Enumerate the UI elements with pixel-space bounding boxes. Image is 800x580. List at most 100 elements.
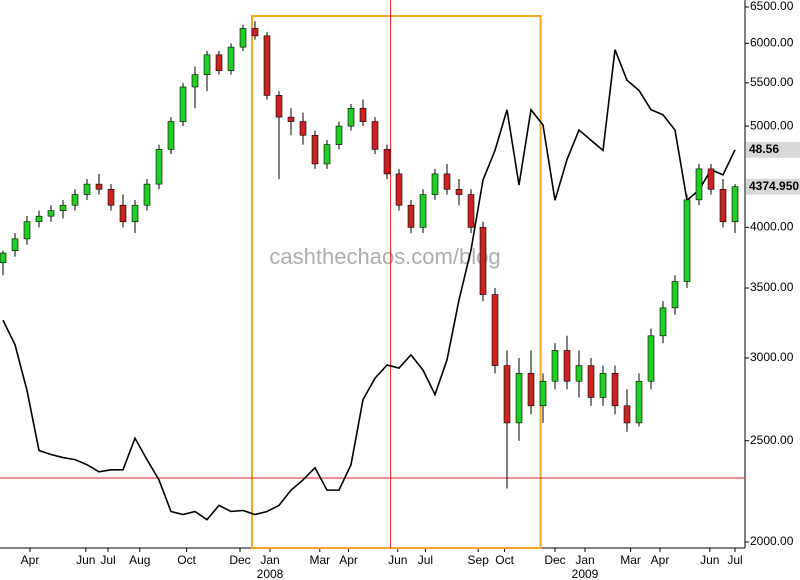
highlight-box [251,15,542,549]
candle-body [731,186,739,223]
candle-body [539,380,547,407]
candle-body [683,199,691,282]
y-tick-label: 5500.00 [750,75,794,89]
x-tick-label: Aug [129,553,150,567]
last-value-label: 4374.950 [749,179,799,193]
candle-body [11,238,19,251]
x-tick-label: Jan [260,553,279,567]
candle-body [491,294,499,366]
year-label: 2008 [257,567,284,580]
candle-body [707,168,715,190]
y-tick-label: 5000.00 [750,118,794,132]
candle-body [647,335,655,382]
y-tick-label: 2000.00 [750,534,794,548]
candle-body [515,373,523,424]
candle-body [407,204,415,228]
year-label: 2009 [572,567,599,580]
candle-body [383,149,391,175]
candle-body [167,121,175,150]
candle-body [419,194,427,228]
candle-body [299,121,307,136]
x-tick-label: Jan [575,553,594,567]
candle-body [215,54,223,71]
candle-body [131,204,139,223]
candle-body [503,365,511,424]
candle-body [359,107,367,122]
x-tick-label: Mar [309,553,330,567]
y-tick-label: 4000.00 [750,220,794,234]
candle-body [155,149,163,185]
candle-body [623,405,631,424]
candle-body [35,215,43,223]
candle-body [275,95,283,118]
candle-body [287,116,295,122]
candle-body [95,183,103,190]
candle-body [59,204,67,211]
candle-body [659,307,667,337]
x-tick-label: Jun [388,553,407,567]
candle-body [635,380,643,424]
candle-body [455,189,463,195]
candle-body [47,210,55,217]
x-tick-label: Apr [651,553,670,567]
candle-body [71,194,79,206]
candle-body [575,365,583,382]
x-tick-label: Jun [700,553,719,567]
y-tick-label: 2500.00 [750,433,794,447]
x-tick-label: Jul [418,553,433,567]
candle-body [107,189,115,206]
candle-body [479,227,487,295]
x-tick-label: Dec [229,553,250,567]
x-tick-label: Oct [495,553,514,567]
candle-body [323,144,331,165]
y-tick-label: 6000.00 [750,36,794,50]
candle-body [467,194,475,228]
candle-body [0,252,7,264]
candle-body [251,28,259,37]
y-tick-label: 3000.00 [750,350,794,364]
candle-body [671,281,679,309]
candle-body [587,365,595,398]
candle-body [431,173,439,195]
last-value-box [746,178,800,195]
candle-body [191,74,199,88]
x-tick-label: Apr [339,553,358,567]
candle-body [239,28,247,48]
overlay-line [2,49,736,521]
x-tick-label: Jun [76,553,95,567]
x-tick-label: Apr [21,553,40,567]
candle-body [347,107,355,127]
candle-body [311,134,319,165]
candle-body [335,125,343,145]
y-tick-label: 3500.00 [750,280,794,294]
x-tick-label: Jul [727,553,742,567]
candle-body [443,173,451,190]
x-tick-label: Jul [100,553,115,567]
candle-body [119,204,127,223]
candle-body [203,54,211,75]
candle-body [83,183,91,195]
candle-body [143,183,151,206]
last-value-box [746,141,800,158]
candle-body [611,373,619,407]
x-tick-label: Mar [620,553,641,567]
candle-body [527,373,535,407]
candle-body [263,35,271,96]
watermark: cashthechaos.com/blog [269,244,500,269]
candle-body [23,221,31,240]
candle-body [227,46,235,71]
candle-body [719,189,727,223]
candle-body [179,86,187,122]
x-tick-label: Oct [177,553,196,567]
x-tick-label: Dec [544,553,565,567]
candle-body [371,121,379,150]
last-value-label: 48.56 [749,142,779,156]
candle-body [599,373,607,398]
y-tick-label: 6500.00 [750,0,794,13]
candle-body [695,168,703,201]
x-tick-label: Sep [468,553,490,567]
candle-body [551,350,559,382]
